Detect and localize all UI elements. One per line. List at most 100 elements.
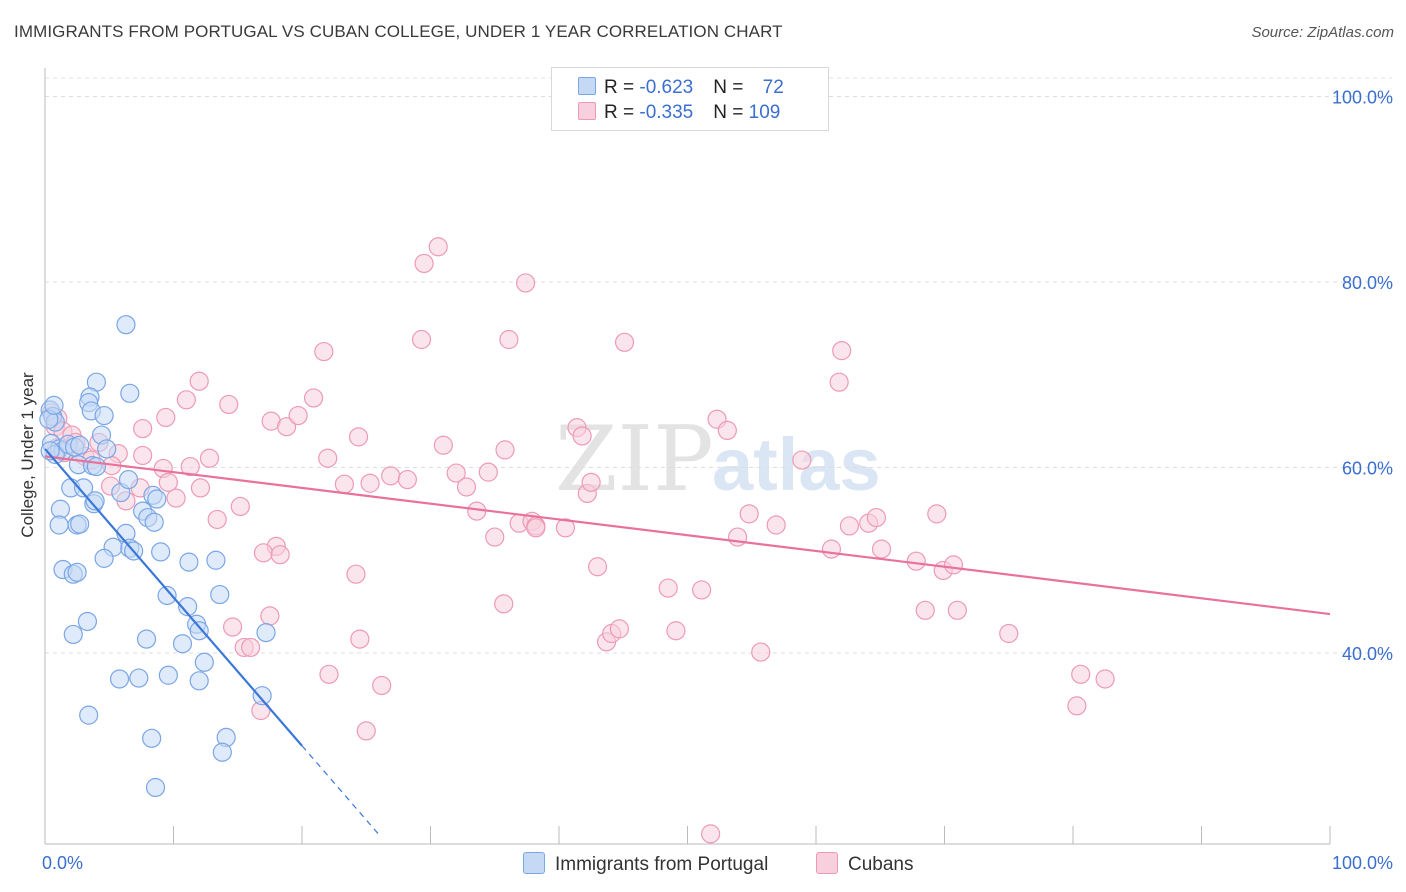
- cuban-point: [999, 623, 1019, 644]
- portugal-point: [136, 629, 157, 649]
- cuban-point: [223, 617, 243, 637]
- portugal-point: [189, 621, 209, 641]
- portugal-point: [40, 441, 60, 461]
- n-label: N =: [713, 102, 749, 123]
- portugal-point: [158, 665, 178, 685]
- cuban-point: [411, 329, 432, 350]
- portugal-point: [151, 542, 171, 562]
- cuban-point: [947, 600, 967, 620]
- cuban-point: [334, 474, 355, 494]
- portugal-point: [109, 669, 130, 689]
- portugal-point: [178, 597, 198, 617]
- cuban-point: [609, 619, 629, 639]
- x-tick-labels: 0.0% 100.0%: [42, 853, 1393, 873]
- cuban-point: [433, 435, 453, 455]
- cuban-point: [766, 515, 786, 535]
- portugal-point: [70, 435, 90, 455]
- portugal-points: [39, 315, 276, 798]
- r-label: R =: [604, 102, 640, 123]
- n-label: N =: [713, 77, 749, 98]
- portugal-point: [44, 395, 64, 415]
- portugal-point: [118, 469, 139, 490]
- cuban-point: [348, 427, 369, 447]
- portugal-point: [145, 777, 166, 798]
- cuban-point: [829, 372, 849, 392]
- cuban-point: [701, 824, 721, 844]
- portugal-trend-extension: [301, 745, 380, 836]
- portugal-point: [179, 552, 199, 572]
- cuban-point: [219, 394, 239, 415]
- y-axis-label: College, Under 1 year: [18, 372, 37, 538]
- cuban-point: [792, 450, 812, 470]
- cuban-point: [176, 390, 196, 410]
- cuban-point: [270, 545, 290, 565]
- portugal-point: [210, 584, 230, 605]
- cuban-point: [871, 539, 892, 559]
- portugal-point: [256, 622, 276, 643]
- y-tick-label: 100.0%: [1332, 88, 1393, 108]
- cuban-point: [495, 440, 515, 460]
- cuban-point: [356, 721, 376, 741]
- cuban-point: [478, 462, 498, 482]
- cuban-point: [319, 664, 339, 684]
- legend-item-cuban: Cubans: [816, 852, 914, 876]
- legend-label: Immigrants from Portugal: [555, 854, 769, 875]
- y-tick-label: 60.0%: [1342, 459, 1393, 479]
- portugal-point: [73, 478, 94, 498]
- cuban-swatch: [578, 102, 596, 120]
- portugal-legend-swatch: [523, 852, 545, 874]
- cuban-point: [1071, 664, 1091, 684]
- cuban-point: [180, 456, 200, 477]
- portugal-point: [172, 634, 193, 654]
- portugal-point: [206, 550, 226, 570]
- portugal-point: [67, 562, 87, 582]
- cuban-point: [381, 466, 401, 486]
- portugal-point: [129, 668, 149, 688]
- cuban-point: [253, 543, 274, 563]
- gridlines: [45, 77, 1392, 654]
- portugal-point: [77, 611, 98, 632]
- cuban-point: [666, 621, 686, 641]
- portugal-point: [94, 548, 114, 568]
- portugal-point: [189, 671, 209, 691]
- cuban-point: [414, 253, 434, 274]
- r-value: -0.335: [639, 102, 694, 123]
- portugal-point: [194, 652, 214, 672]
- cuban-trend-line: [44, 455, 1331, 616]
- cuban-point: [230, 496, 250, 517]
- cuban-legend-swatch: [816, 852, 838, 874]
- cuban-point: [446, 463, 466, 483]
- cuban-point: [158, 472, 178, 492]
- cuban-point: [821, 539, 842, 559]
- cuban-point: [199, 448, 220, 468]
- cuban-point: [260, 606, 280, 626]
- cuban-point: [397, 469, 417, 490]
- cuban-point: [303, 388, 324, 408]
- cuban-point: [728, 527, 748, 547]
- cuban-point: [866, 507, 886, 528]
- cuban-point: [207, 509, 227, 530]
- cuban-point: [133, 445, 153, 466]
- portugal-point: [70, 514, 90, 534]
- portugal-point: [63, 624, 83, 645]
- legend-label: Cubans: [848, 854, 914, 875]
- stats-row-cuban: R = -0.335 N = 109: [578, 102, 780, 126]
- cuban-point: [318, 448, 338, 468]
- cuban-point: [915, 600, 935, 620]
- portugal-point: [142, 728, 162, 748]
- portugal-point: [49, 515, 69, 535]
- cuban-point: [485, 527, 505, 547]
- cuban-point: [717, 420, 737, 440]
- cuban-point: [1095, 669, 1115, 689]
- cuban-point: [927, 504, 947, 524]
- r-value: -0.623: [639, 77, 694, 98]
- portugal-swatch: [578, 77, 596, 95]
- cuban-point: [189, 371, 209, 391]
- n-value: 72: [762, 77, 784, 98]
- cuban-point: [456, 477, 477, 497]
- cuban-point: [614, 332, 635, 352]
- cuban-point: [692, 580, 712, 600]
- cuban-point: [350, 629, 370, 649]
- cuban-point: [428, 237, 448, 257]
